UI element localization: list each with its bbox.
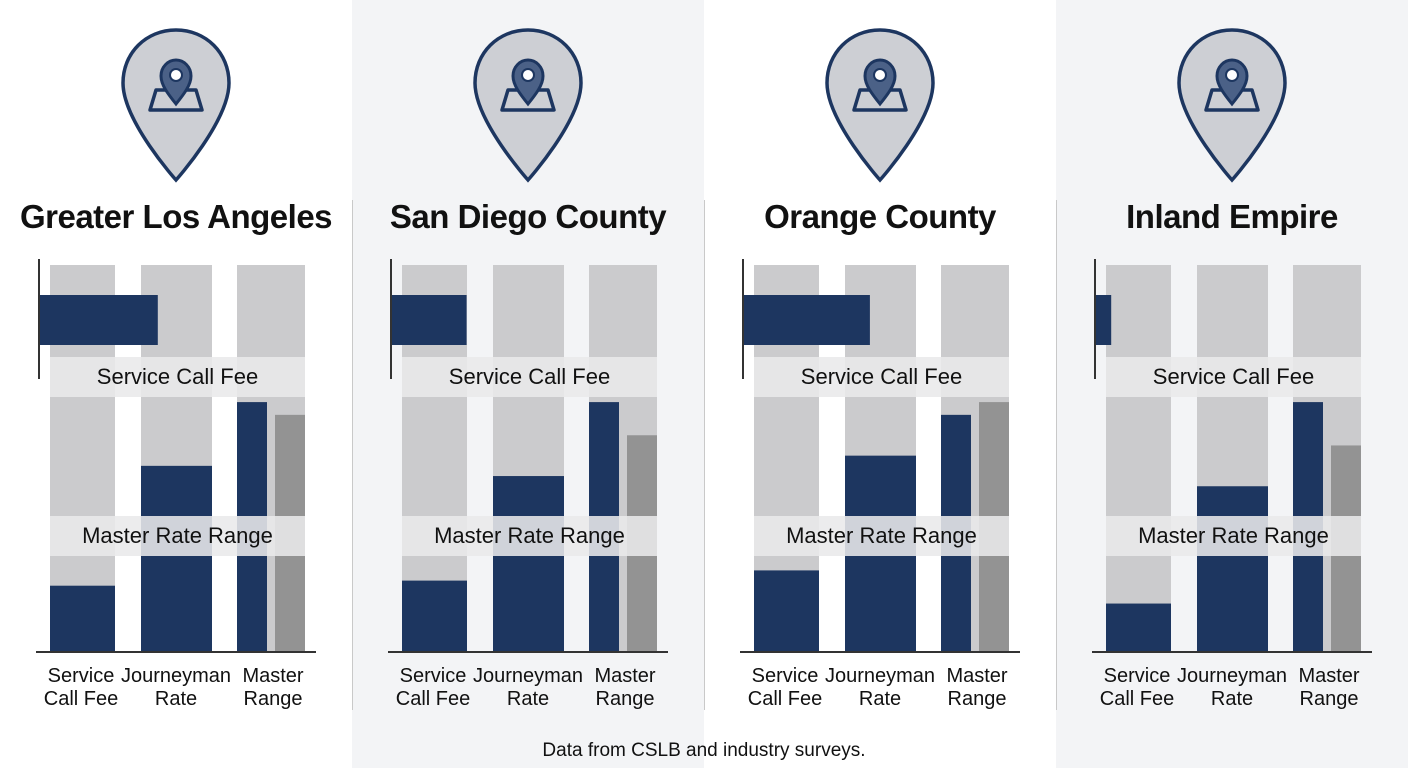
band-label: Master Rate Range: [786, 523, 977, 548]
band-label: Service Call Fee: [449, 364, 610, 389]
category-label: Rate: [1211, 688, 1253, 710]
bar-service-call-fee: [402, 580, 467, 652]
category-label: Rate: [507, 688, 549, 710]
bar-service-call-fee: [1106, 603, 1171, 652]
region-title: Orange County: [764, 198, 996, 235]
rate-chart-svg: Service Call Fee Master Rate Range Service…: [740, 259, 1020, 710]
category-label: Journeyman: [1177, 665, 1287, 687]
category-label: Journeyman: [825, 665, 935, 687]
panel-divider: [704, 200, 705, 710]
category-label: Range: [1300, 688, 1359, 710]
region-title: San Diego County: [389, 198, 667, 235]
category-label: Service: [400, 665, 467, 687]
category-label: Range: [596, 688, 655, 710]
region-panel: Inland Empire Service Call Fee Master Rate…: [1056, 0, 1408, 768]
map-pin-icon: [470, 26, 586, 186]
band-label-background: [1106, 516, 1361, 556]
band-label-background: [1106, 357, 1361, 397]
band-label: Service Call Fee: [1153, 364, 1314, 389]
band-label: Service Call Fee: [97, 364, 258, 389]
source-caption: Data from CSLB and industry surveys.: [542, 740, 866, 761]
rate-chart-svg: Service Call Fee Master Rate Range Service…: [388, 259, 668, 710]
band-label: Service Call Fee: [801, 364, 962, 389]
category-label: Master: [1298, 665, 1359, 687]
category-label: Call Fee: [748, 688, 822, 710]
region-panel: Greater Los Angeles Service Call Fee Maste…: [0, 0, 352, 768]
map-pin-icon: [822, 26, 938, 186]
category-label: Rate: [155, 688, 197, 710]
band-label-background: [50, 516, 305, 556]
bar-service-call-fee: [754, 570, 819, 652]
band-label-background: [402, 516, 657, 556]
category-label: Master: [594, 665, 655, 687]
category-label: Rate: [859, 688, 901, 710]
horizontal-bar-service-call-fee: [39, 295, 158, 345]
category-label: Master: [242, 665, 303, 687]
category-label: Call Fee: [44, 688, 118, 710]
category-label: Call Fee: [1100, 688, 1174, 710]
rate-chart: Service Call Fee Master Rate Range Service…: [0, 255, 352, 715]
category-label: Journeyman: [473, 665, 583, 687]
panel-divider: [1056, 200, 1057, 710]
rate-chart-svg: Service Call Fee Master Rate Range Service…: [1092, 259, 1372, 710]
panel-divider: [352, 200, 353, 710]
horizontal-bar-service-call-fee: [743, 295, 870, 345]
horizontal-bar-service-call-fee: [1095, 295, 1112, 345]
rate-chart: Service Call Fee Master Rate Range Service…: [352, 255, 704, 715]
rate-chart: Service Call Fee Master Rate Range Service…: [704, 255, 1056, 715]
rate-chart: Service Call Fee Master Rate Range Service…: [1056, 255, 1408, 715]
category-label: Call Fee: [396, 688, 470, 710]
band-label: Master Rate Range: [82, 523, 273, 548]
category-label: Service: [48, 665, 115, 687]
bar-journeyman-rate: [493, 476, 564, 652]
category-label: Range: [244, 688, 303, 710]
category-label: Master: [946, 665, 1007, 687]
map-pin-icon: [118, 26, 234, 186]
region-title: Inland Empire: [1126, 198, 1338, 235]
horizontal-bar-service-call-fee: [391, 295, 467, 345]
region-title: Greater Los Angeles: [19, 198, 333, 235]
rate-chart-svg: Service Call Fee Master Rate Range Service…: [36, 259, 316, 710]
band-label-background: [754, 516, 1009, 556]
region-panel: San Diego County Service Call Fee Master R…: [352, 0, 704, 768]
band-label-background: [402, 357, 657, 397]
bar-track: [1106, 265, 1171, 652]
band-label-background: [50, 357, 305, 397]
map-pin-icon: [1174, 26, 1290, 186]
category-label: Service: [752, 665, 819, 687]
bar-journeyman-rate: [1197, 486, 1268, 652]
category-label: Range: [948, 688, 1007, 710]
band-label: Master Rate Range: [434, 523, 625, 548]
bar-service-call-fee: [50, 585, 115, 652]
category-label: Journeyman: [121, 665, 231, 687]
bar-journeyman-rate: [141, 465, 212, 652]
region-panel: Orange County Service Call Fee Master Rate…: [704, 0, 1056, 768]
band-label-background: [754, 357, 1009, 397]
band-label: Master Rate Range: [1138, 523, 1329, 548]
category-label: Service: [1104, 665, 1171, 687]
